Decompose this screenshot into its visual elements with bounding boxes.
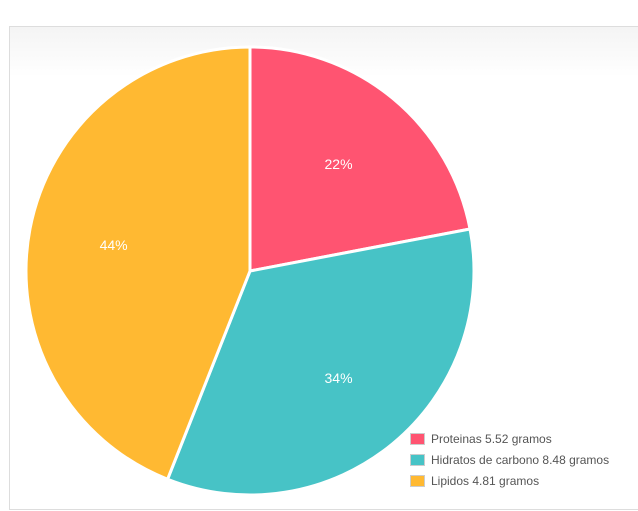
legend: Proteinas 5.52 gramos Hidratos de carbon… — [410, 428, 609, 491]
legend-item[interactable]: Hidratos de carbono 8.48 gramos — [410, 449, 609, 470]
legend-swatch — [410, 432, 425, 445]
legend-label: Proteinas 5.52 gramos — [431, 431, 552, 446]
legend-label: Lipidos 4.81 gramos — [431, 473, 540, 488]
legend-swatch — [410, 474, 425, 487]
legend-swatch — [410, 453, 425, 466]
pie-slice[interactable] — [24, 45, 252, 482]
pie-slice[interactable] — [248, 45, 472, 273]
legend-label: Hidratos de carbono 8.48 gramos — [431, 452, 610, 467]
slice-percent-label: 34% — [325, 370, 353, 386]
slice-percent-label: 22% — [325, 156, 353, 172]
legend-item[interactable]: Lipidos 4.81 gramos — [410, 470, 609, 491]
pie-slice[interactable] — [165, 227, 476, 497]
legend-item[interactable]: Proteinas 5.52 gramos — [410, 428, 609, 449]
slice-percent-label: 44% — [100, 237, 128, 253]
